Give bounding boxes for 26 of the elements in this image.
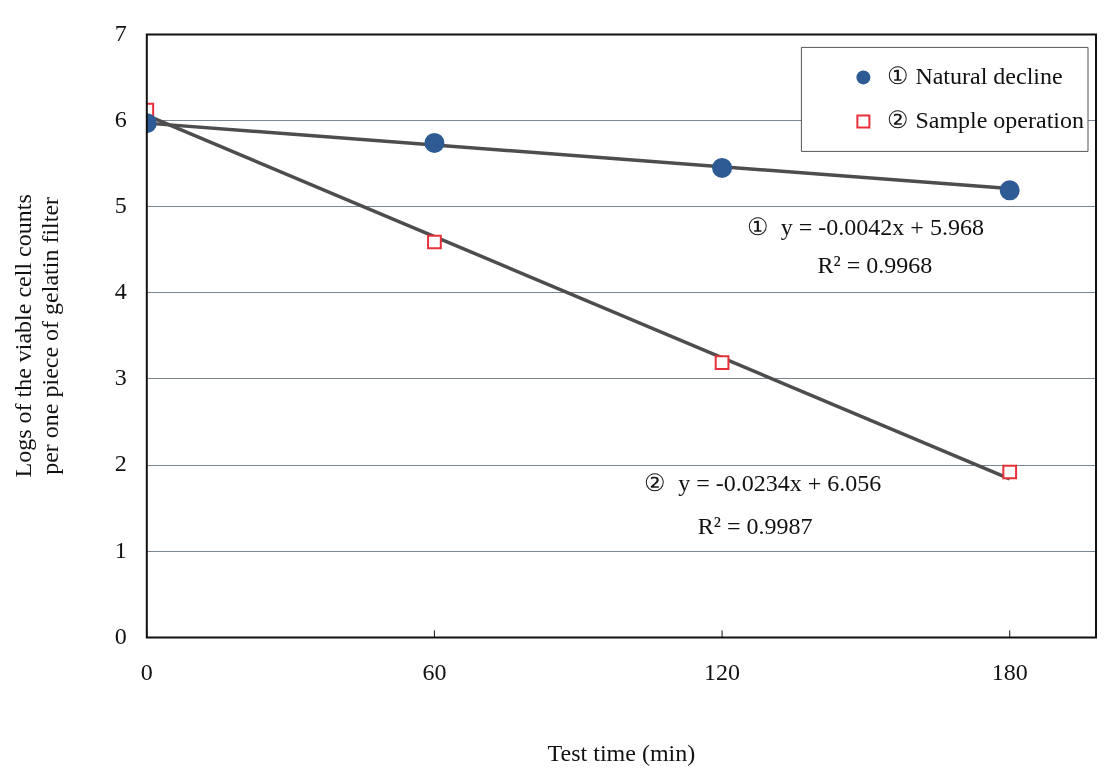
point: [712, 157, 733, 178]
x-tick-label: 0: [140, 659, 153, 686]
annotation: ② y = -0.0234x + 6.056: [644, 469, 882, 496]
x-tick-label: 120: [704, 659, 741, 686]
y-tick-label: 0: [114, 622, 127, 649]
x-axis-title: Test time (min): [547, 739, 696, 766]
point: [714, 355, 730, 370]
point: [999, 180, 1020, 201]
y-tick-label: 3: [114, 364, 127, 391]
point: [1002, 464, 1018, 480]
y-tick-label: 7: [114, 19, 127, 46]
annotation: R² = 0.9987: [697, 512, 813, 539]
y-tick-label: 1: [114, 536, 127, 563]
annotation: R² = 0.9968: [817, 251, 933, 278]
y-tick-label: 5: [114, 191, 127, 218]
y-tick-label: 2: [114, 450, 127, 477]
x-tick-label: 60: [422, 659, 447, 686]
legend-label: ① Natural decline: [887, 62, 1063, 89]
point: [424, 132, 445, 153]
point: [427, 234, 442, 250]
annotation: ① y = -0.0042x + 5.968: [746, 213, 984, 240]
y-axis-title: Logs of the viable cell counts per one piece of gelatin filter: [10, 194, 63, 478]
x-tick-label: 180: [991, 659, 1028, 686]
y-tick-label: 4: [114, 278, 127, 305]
y-tick-label: 6: [114, 105, 127, 132]
legend-label: ② Sample operation: [887, 106, 1084, 133]
